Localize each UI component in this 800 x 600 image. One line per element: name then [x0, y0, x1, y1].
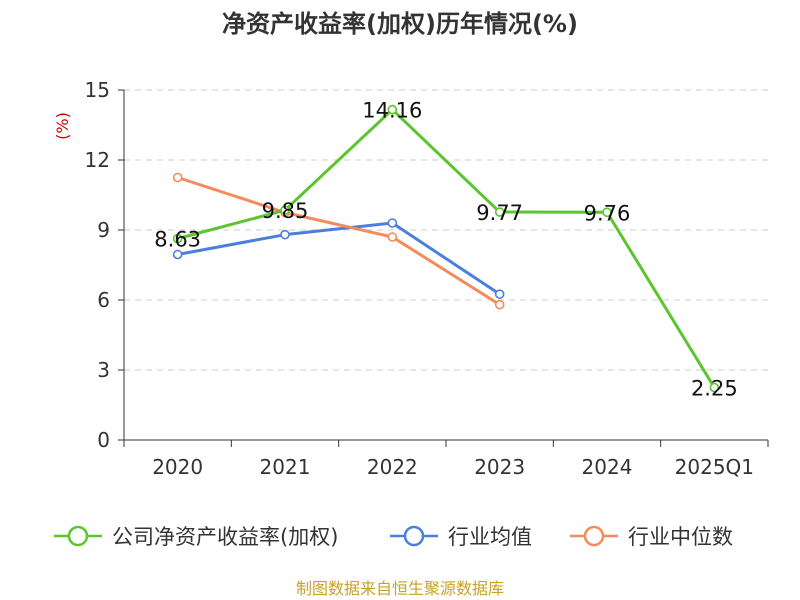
legend-item[interactable]: 行业中位数 [570, 525, 733, 549]
series-line [176, 221, 502, 296]
data-label: 8.63 [154, 228, 201, 252]
data-point[interactable] [172, 172, 183, 183]
series-line [176, 176, 502, 307]
x-tick-label: 2021 [260, 455, 311, 479]
legend-label: 行业均值 [448, 525, 532, 549]
chart-title: 净资产收益率(加权)历年情况(%) [222, 10, 578, 38]
y-axis-label: (%) [53, 112, 72, 140]
legend-swatch-marker [583, 525, 605, 547]
legend-item[interactable]: 行业均值 [390, 525, 532, 549]
series-line [176, 108, 716, 389]
data-label: 9.85 [262, 199, 309, 223]
legend[interactable]: 公司净资产收益率(加权) 行业均值 行业中位数 [54, 525, 733, 549]
data-label: 2.25 [691, 377, 738, 401]
data-point[interactable] [172, 233, 183, 244]
data-point[interactable] [387, 104, 398, 115]
y-tick-label: 12 [85, 148, 110, 172]
data-point[interactable] [280, 229, 290, 240]
legend-swatch-marker [403, 525, 425, 547]
data-point[interactable] [494, 207, 505, 217]
y-tick-label: 6 [97, 288, 110, 312]
y-tick-label: 15 [85, 78, 110, 102]
data-label: 9.77 [476, 201, 523, 225]
data-label: 14.16 [362, 99, 422, 123]
x-tick-label: 2022 [367, 455, 418, 479]
legend-item[interactable]: 公司净资产收益率(加权) [54, 525, 338, 549]
source-note: 制图数据来自恒生聚源数据库 [296, 579, 504, 598]
grid-lines [124, 89, 768, 371]
data-point[interactable] [709, 382, 720, 393]
x-tick-label: 2025Q1 [675, 455, 754, 479]
y-tick-label: 9 [97, 218, 110, 242]
x-tick-label: 2020 [152, 455, 203, 479]
axes: 0 3 6 9 12 15 2020 2021 2022 2023 2024 2025Q1 [85, 78, 769, 479]
data-point[interactable] [602, 207, 612, 218]
legend-swatch-marker [67, 525, 89, 547]
data-point[interactable] [387, 232, 398, 242]
data-point[interactable] [494, 289, 505, 299]
series-lines [172, 104, 720, 393]
data-point[interactable] [387, 218, 398, 228]
legend-label: 行业中位数 [628, 525, 733, 549]
data-point[interactable] [494, 299, 505, 310]
data-point[interactable] [280, 205, 290, 215]
legend-label: 公司净资产收益率(加权) [112, 525, 338, 549]
y-tick-label: 3 [97, 358, 110, 382]
x-tick-label: 2023 [474, 455, 525, 479]
data-label: 9.76 [584, 201, 631, 225]
data-labels: 8.63 9.85 14.16 9.77 9.76 2.25 [154, 99, 737, 401]
data-point[interactable] [172, 249, 183, 260]
x-tick-label: 2024 [582, 455, 633, 479]
y-tick-label: 0 [97, 428, 110, 452]
